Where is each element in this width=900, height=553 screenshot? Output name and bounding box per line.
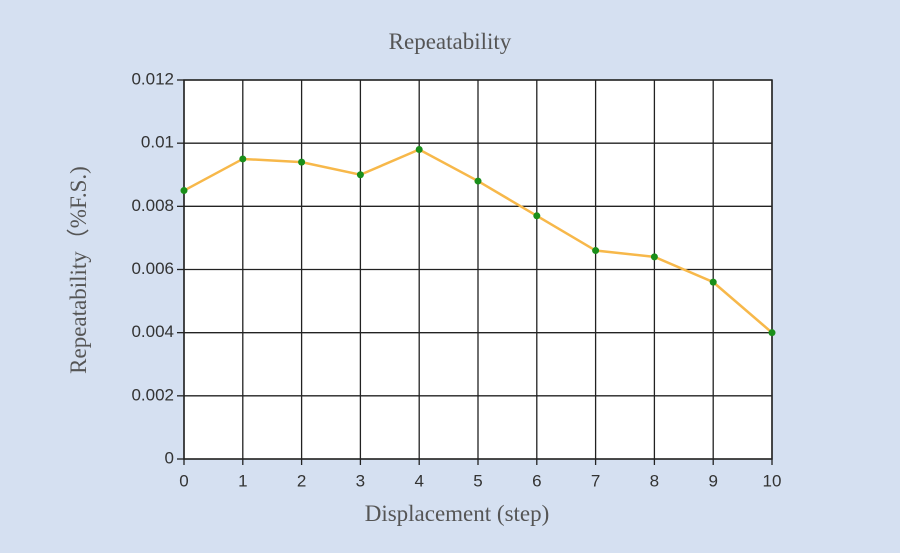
data-point (592, 247, 600, 255)
y-tick-label: 0.012 (131, 69, 174, 88)
y-tick-label: 0.004 (131, 322, 174, 341)
data-point (356, 171, 364, 179)
x-tick-label: 1 (238, 471, 247, 490)
y-tick-label: 0 (165, 448, 174, 467)
data-point (180, 187, 188, 195)
x-tick-label: 9 (708, 471, 717, 490)
y-tick-label: 0.008 (131, 196, 174, 215)
x-tick-label: 10 (763, 471, 782, 490)
x-tick-label: 0 (179, 471, 188, 490)
data-point (709, 278, 717, 286)
data-point (768, 329, 776, 337)
x-tick-label: 8 (650, 471, 659, 490)
data-point (533, 212, 541, 220)
x-axis-label: Displacement (step) (365, 501, 550, 526)
y-tick-label: 0.002 (131, 385, 174, 404)
x-tick-label: 2 (297, 471, 306, 490)
chart-title: Repeatability (389, 29, 512, 54)
y-tick-label: 0.006 (131, 259, 174, 278)
x-tick-label: 6 (532, 471, 541, 490)
x-tick-label: 3 (356, 471, 365, 490)
data-point (650, 253, 658, 261)
plot-border (183, 79, 773, 460)
x-tick-label: 7 (591, 471, 600, 490)
data-point (298, 158, 306, 166)
x-tick-label: 4 (414, 471, 423, 490)
y-axis-label: Repeatability（%F.S.) (66, 166, 91, 374)
data-point (239, 155, 247, 163)
y-tick-label: 0.01 (141, 133, 174, 152)
x-tick-label: 5 (473, 471, 482, 490)
data-point (415, 145, 423, 153)
data-point (474, 177, 482, 185)
